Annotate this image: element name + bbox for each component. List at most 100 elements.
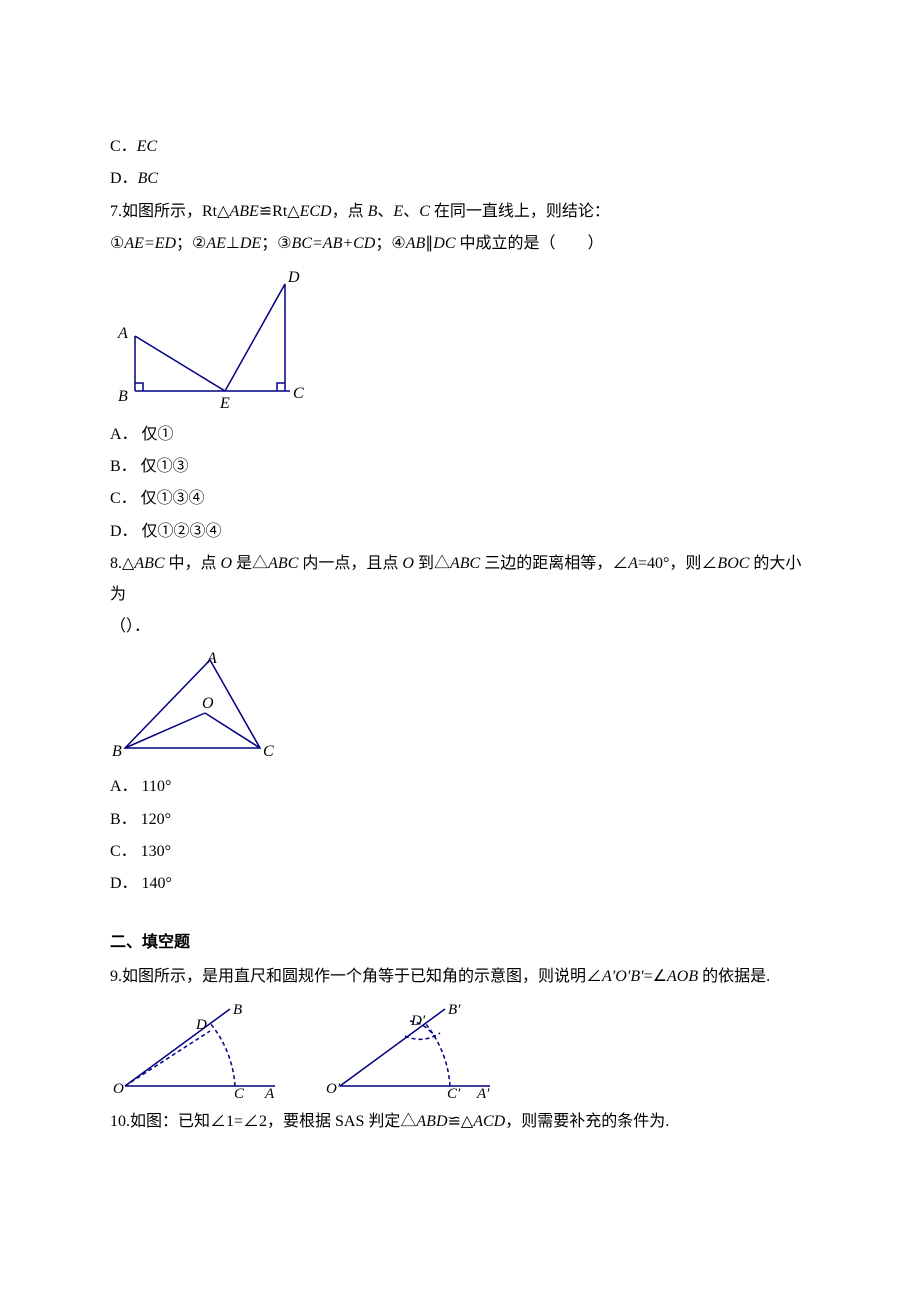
- q7-c2: AE=ED: [124, 235, 176, 252]
- q8-p: =40°，则∠: [638, 555, 717, 572]
- q7-fig-B: B: [118, 388, 128, 405]
- q9f1-B: B: [233, 1002, 242, 1018]
- q10-c: ABD: [416, 1113, 447, 1130]
- q9f2-B: B′: [448, 1002, 461, 1018]
- q8-stem-line2: （）．: [110, 612, 810, 642]
- q10-a: 10.如图：已知∠1=∠2，要根据 SAS 判定: [110, 1113, 400, 1130]
- q7-t11: 、: [403, 203, 419, 220]
- q8-fig-C: C: [263, 743, 274, 760]
- q7-t1: 7.如图所示，Rt: [110, 203, 217, 220]
- q8-d: 中，点: [165, 555, 221, 572]
- q10-stem: 10.如图：已知∠1=∠2，要根据 SAS 判定△ABD≌△ACD，则需要补充的…: [110, 1107, 810, 1137]
- section-2-title: 二、填空题: [110, 928, 810, 958]
- q7-t2: △: [217, 203, 229, 220]
- q7-optB: B． 仅①③: [110, 452, 810, 482]
- q7-optD: D． 仅①②③④: [110, 517, 810, 547]
- q9f1-C: C: [234, 1086, 245, 1101]
- q7-t7: ，点: [332, 203, 368, 220]
- q7-c13: AB: [406, 235, 426, 252]
- q7-c4: ②: [192, 229, 206, 259]
- q8-fig-O: O: [202, 695, 214, 712]
- q9f1-D: D: [195, 1017, 207, 1033]
- q7-stem-line1: 7.如图所示，Rt△ABE≌Rt△ECD，点 B、E、C 在同一直线上，则结论：: [110, 197, 810, 227]
- q7-c5: AE: [206, 235, 226, 252]
- q6-optC: C．EC: [110, 132, 810, 162]
- q9f2-D: D′: [410, 1013, 426, 1029]
- q9-stem: 9.如图所示，是用直尺和圆规作一个角等于已知角的示意图，则说明∠A′O′B′=∠…: [110, 962, 810, 992]
- q7-t3: ABE: [229, 203, 258, 220]
- q7-c12: ④: [391, 229, 405, 259]
- q10-e: △: [461, 1113, 473, 1130]
- q8-h: ABC: [268, 555, 298, 572]
- q9-c: =∠: [644, 968, 667, 985]
- q9f2-O: O′: [326, 1081, 341, 1097]
- q7-c15: DC: [433, 235, 455, 252]
- q7-t5: △: [287, 203, 299, 220]
- q8-q: BOC: [717, 555, 749, 572]
- q8-f: 是: [232, 555, 252, 572]
- q8-c: ABC: [134, 555, 164, 572]
- q9-d: AOB: [667, 968, 698, 985]
- q7-c6: ⊥: [226, 235, 240, 252]
- q10-g: ，则需要补充的条件为.: [505, 1113, 669, 1130]
- q7-t4: ≌Rt: [259, 203, 288, 220]
- q7-t13: 在同一直线上，则结论：: [430, 203, 610, 220]
- q9f2-A: A′: [476, 1086, 490, 1101]
- q9f1-O: O: [113, 1081, 124, 1097]
- q9f2-C: C′: [447, 1086, 461, 1101]
- q8-optD: D． 140°: [110, 869, 810, 899]
- q7-optC: C． 仅①③④: [110, 484, 810, 514]
- q7-c10: BC=AB+CD: [292, 235, 376, 252]
- q9-figures-row: O A B C D O′ A′ B′ C′ D′: [110, 995, 810, 1105]
- q8-fig-B: B: [112, 743, 122, 760]
- q8-b: △: [122, 555, 134, 572]
- q9-a: 9.如图所示，是用直尺和圆规作一个角等于已知角的示意图，则说明∠: [110, 968, 602, 985]
- q7-t6: ECD: [300, 203, 332, 220]
- q9-figure-1: O A B C D: [110, 1001, 285, 1101]
- q7-c3: ；: [176, 235, 192, 252]
- q8-k: 到: [414, 555, 434, 572]
- q7-optA: A． 仅①: [110, 420, 810, 450]
- q7-c16: 中成立的是（ ）: [456, 235, 604, 252]
- q8-e: O: [221, 555, 233, 572]
- q8-l: △: [434, 555, 450, 572]
- q8-j: O: [402, 555, 414, 572]
- q9-b: A′O′B′: [602, 968, 644, 985]
- q6-optD-label: D．: [110, 170, 138, 187]
- q7-t8: B: [368, 203, 378, 220]
- q10-d: ≌: [448, 1113, 461, 1130]
- q6-optD-val: BC: [138, 170, 158, 187]
- q7-t12: C: [419, 203, 430, 220]
- q8-fig-A: A: [206, 650, 217, 667]
- q6-optC-label: C．: [110, 138, 137, 155]
- q8-a: 8.: [110, 555, 122, 572]
- q7-fig-E: E: [219, 395, 230, 412]
- q8-o: A: [628, 555, 638, 572]
- q6-optD: D．BC: [110, 164, 810, 194]
- q9f1-A: A: [264, 1086, 275, 1101]
- q7-c1: ①: [110, 229, 124, 259]
- q7-fig-C: C: [293, 385, 304, 402]
- q9-figure-2: O′ A′ B′ C′ D′: [325, 1001, 500, 1101]
- q7-c9: ③: [277, 229, 291, 259]
- q8-figure: A B C O: [110, 648, 280, 768]
- q7-stem-line2: ①AE=ED；②AE⊥DE；③BC=AB+CD；④AB∥DC 中成立的是（ ）: [110, 229, 810, 259]
- q7-c11: ；: [375, 235, 391, 252]
- q7-c8: ；: [261, 235, 277, 252]
- q7-t9: 、: [377, 203, 393, 220]
- q7-t10: E: [393, 203, 403, 220]
- q8-i: 内一点，且点: [298, 555, 402, 572]
- q10-b: △: [400, 1113, 416, 1130]
- q8-optB: B． 120°: [110, 805, 810, 835]
- q7-fig-A: A: [117, 325, 128, 342]
- q9-e: 的依据是.: [698, 968, 770, 985]
- q7-figure: A B E C D: [110, 266, 310, 416]
- q10-f: ACD: [473, 1113, 505, 1130]
- q8-optC: C． 130°: [110, 837, 810, 867]
- q8-optA: A． 110°: [110, 772, 810, 802]
- q8-n: 三边的距离相等，∠: [480, 555, 628, 572]
- q7-fig-D: D: [287, 269, 300, 286]
- q8-stem-line1: 8.△ABC 中，点 O 是△ABC 内一点，且点 O 到△ABC 三边的距离相…: [110, 549, 810, 610]
- q6-optC-val: EC: [137, 138, 157, 155]
- q7-c7: DE: [240, 235, 261, 252]
